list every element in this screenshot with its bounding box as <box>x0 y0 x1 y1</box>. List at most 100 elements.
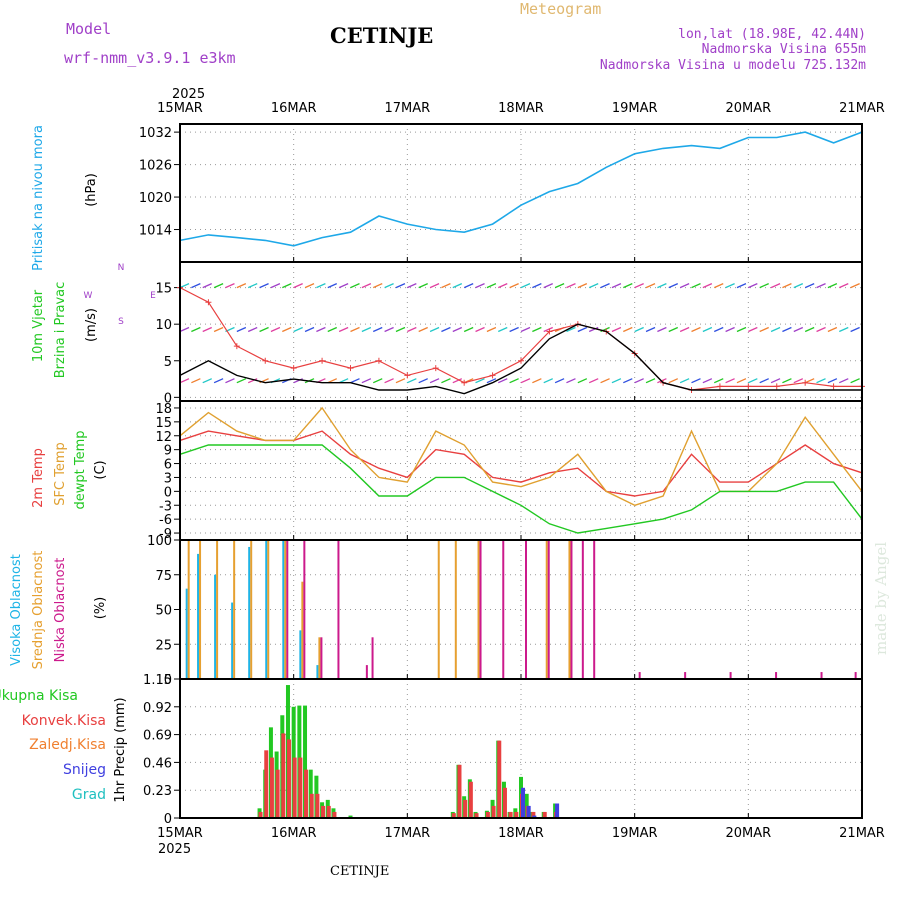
wind-arrow <box>736 326 747 333</box>
srednja-bar <box>454 540 457 679</box>
gust-marker <box>233 343 240 350</box>
y-tick-label: 0.92 <box>143 701 172 716</box>
wind-arrow <box>588 378 599 384</box>
wind-arrow <box>225 283 235 289</box>
srednja-bar <box>568 540 571 679</box>
gust-marker <box>432 365 439 372</box>
srednja-bar <box>545 540 548 679</box>
wind-arrow <box>282 283 292 289</box>
wind-arrow <box>179 326 190 333</box>
gust-marker <box>262 357 269 364</box>
wind-arrow <box>418 378 428 384</box>
wind-arrow <box>441 378 451 384</box>
gust-marker <box>205 299 212 306</box>
wind-arrow <box>429 378 440 384</box>
wind-arrow <box>441 326 451 333</box>
konvek-bar <box>485 811 490 818</box>
konvek-bar <box>514 811 519 818</box>
footer-station: CETINJE <box>330 864 389 879</box>
y-tick-label: 6 <box>164 458 172 473</box>
station-title: CETINJE <box>330 23 433 48</box>
y-tick-label: 5 <box>164 355 172 370</box>
y-tick-label: 0.23 <box>143 784 172 799</box>
wind-arrow <box>679 378 690 384</box>
wind-arrow <box>498 326 508 333</box>
precip-title-snijeg: Snijeg <box>63 762 106 778</box>
wind-arrow <box>270 283 281 289</box>
konvek-bar <box>304 769 309 818</box>
wind-arrow <box>645 378 656 384</box>
wind-arrow <box>691 326 701 333</box>
wind-arrow <box>759 378 769 384</box>
y-tick-label: -9 <box>159 527 172 542</box>
model-altitude-label: Nadmorska Visina u modelu 725.132m <box>600 58 866 73</box>
temp-title-dew: dewpt Temp <box>73 430 88 509</box>
wind-arrow <box>316 326 326 333</box>
wind-arrow <box>338 283 349 289</box>
wind-arrow <box>725 378 735 384</box>
niska-bar <box>729 672 732 679</box>
wind-arrow <box>418 283 428 289</box>
wind-arrow <box>793 283 804 289</box>
visoka-bar <box>299 630 302 679</box>
wind-arrow <box>475 326 485 333</box>
y-tick-label: 75 <box>155 569 172 584</box>
wind-arrow <box>202 283 212 289</box>
wind-arrow <box>452 326 463 333</box>
wind-arrow <box>679 326 690 333</box>
wind-arrow <box>623 378 633 384</box>
wind-title: 10m Vjetar <box>31 289 46 362</box>
model-name: wrf-nmm_v3.9.1 e3km <box>64 49 236 67</box>
snijeg-bar <box>521 787 525 818</box>
y-tick-label: 1.15 <box>143 673 172 688</box>
wind-arrow <box>748 283 758 289</box>
wind-arrow <box>304 326 315 333</box>
wind-arrow <box>316 283 326 289</box>
wind-arrow <box>623 283 633 289</box>
wind-arrow <box>498 283 508 289</box>
pressure-panel: Pritisak na nivou mora (hPa) 1014 1020 102… <box>31 123 863 271</box>
wind-arrow <box>782 283 792 289</box>
konvek-bar <box>292 757 297 818</box>
visoka-bar <box>231 602 234 679</box>
wind-arrow <box>361 378 372 384</box>
wind-arrow <box>429 326 440 333</box>
gust-marker <box>745 383 752 390</box>
wind-arrow <box>350 283 360 289</box>
wind-arrow <box>407 326 417 333</box>
niska-bar <box>303 540 306 679</box>
y-tick-label: 0 <box>164 391 172 406</box>
wind-arrow <box>554 378 565 384</box>
gust-marker <box>518 357 524 364</box>
niska-bar <box>371 637 374 679</box>
wind-arrow <box>236 283 247 289</box>
compass-s: S <box>118 317 124 327</box>
wind-arrow <box>202 378 212 384</box>
wind-arrow <box>713 283 724 289</box>
wind-panel: 10m Vjetar Brzina i Pravac (m/s) N E S W… <box>31 261 865 406</box>
y-tick-label: 0 <box>164 673 172 688</box>
wind-arrow <box>634 378 644 384</box>
niska-bar <box>593 540 596 679</box>
bottom-date-ticks: 15MAR 16MAR 17MAR 18MAR 19MAR 20MAR 21MAR <box>157 826 885 841</box>
wind-arrow <box>702 326 713 333</box>
srednja-bar <box>477 540 480 679</box>
wind-arrow <box>270 326 281 333</box>
srednja-bar <box>267 540 270 679</box>
konvek-bar <box>269 757 274 818</box>
wind-arrow <box>361 326 372 333</box>
precip-title-grad: Grad <box>72 787 106 803</box>
y-tick-label: 1032 <box>139 126 172 141</box>
compass-e: E <box>150 291 156 301</box>
wind-arrow <box>611 283 622 289</box>
wind-arrow <box>827 283 838 289</box>
ukupna-bar <box>308 769 313 818</box>
bottom-tick-label: 21MAR <box>839 826 885 841</box>
wind-arrow <box>213 283 224 289</box>
y-tick-label: 0 <box>164 485 172 500</box>
wind-arrow <box>793 378 804 384</box>
niska-bar <box>479 540 482 679</box>
wind-arrow <box>213 378 224 384</box>
pressure-line <box>179 131 863 247</box>
